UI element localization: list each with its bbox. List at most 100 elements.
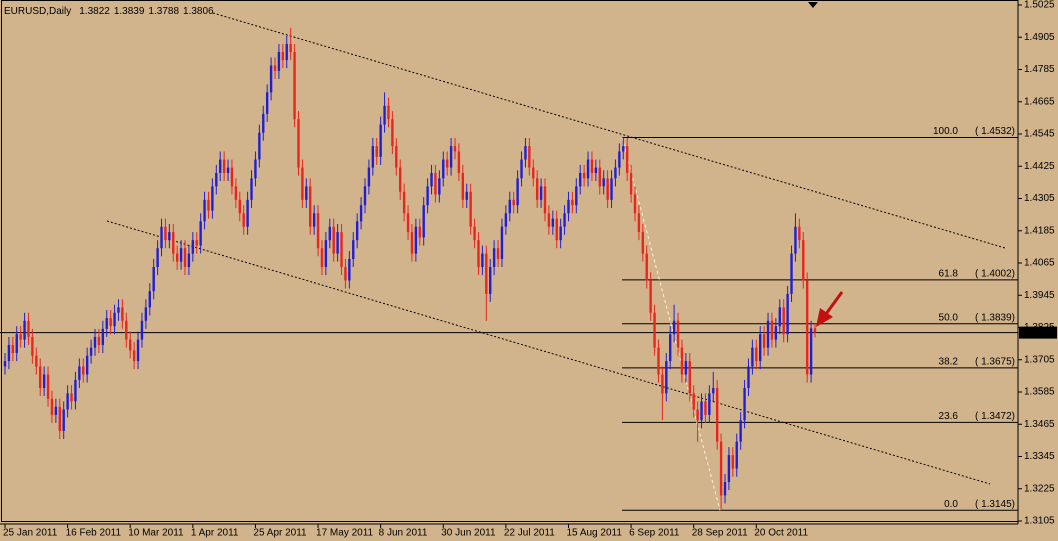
candle-body — [316, 213, 320, 249]
candle-body — [645, 253, 648, 281]
candle-body — [684, 361, 688, 375]
candle-body — [661, 374, 664, 394]
candle-body — [774, 326, 778, 340]
candle-body — [672, 320, 676, 335]
candle-body — [653, 312, 656, 348]
candle-body — [336, 232, 339, 254]
candle-body — [273, 65, 277, 71]
candle-body — [324, 240, 328, 268]
candle-body — [477, 240, 480, 268]
candle-body — [89, 347, 93, 356]
candle-body — [242, 213, 245, 227]
fib-level: 38.2 — [939, 356, 959, 367]
y-tick-label: 1.4185 — [1024, 225, 1055, 236]
candle-body — [786, 293, 789, 335]
x-tick-label: 17 May 2011 — [316, 528, 374, 539]
candle-body — [430, 172, 433, 187]
candle-body — [524, 146, 527, 160]
candle-body — [265, 92, 269, 114]
candle-body — [309, 186, 312, 227]
candle-body — [203, 199, 206, 222]
candle-body — [187, 253, 191, 268]
candle-body — [555, 218, 558, 241]
header-close: 1.3806 — [183, 6, 214, 17]
candle-body — [571, 199, 574, 206]
candle-body — [254, 159, 257, 179]
fib-price: ( 1.3145) — [975, 499, 1015, 510]
candle-body — [348, 258, 351, 281]
fib-level: 50.0 — [939, 312, 959, 323]
candle-body — [406, 213, 410, 233]
candle-body — [727, 455, 731, 483]
candle-body — [539, 186, 543, 200]
y-tick-label: 1.3465 — [1024, 419, 1055, 430]
shift-marker — [808, 2, 818, 8]
candle-body — [516, 178, 519, 206]
x-tick-label: 28 Sep 2011 — [692, 528, 748, 539]
candle-body — [500, 226, 504, 259]
candle-body — [641, 232, 645, 254]
candle-body — [520, 159, 523, 179]
candle-body — [692, 393, 695, 410]
y-tick-label: 1.4065 — [1024, 258, 1055, 269]
candle-body — [168, 232, 171, 241]
candle-body — [751, 347, 754, 367]
candle-body — [492, 248, 496, 268]
candle-body — [704, 401, 707, 415]
symbol: EURUSD,Daily — [4, 6, 71, 17]
candle-body — [175, 253, 179, 262]
candle-body — [669, 334, 672, 362]
candle-body — [97, 336, 101, 345]
y-tick-label: 1.3345 — [1024, 451, 1055, 462]
candle-body — [156, 248, 159, 268]
candle-body — [649, 280, 652, 313]
candle-body — [402, 191, 406, 214]
candle-body — [250, 178, 253, 200]
candle-body — [535, 178, 539, 200]
candle-body — [258, 132, 261, 160]
header-low: 1.3788 — [148, 6, 179, 17]
candle-body — [230, 167, 234, 187]
candle-body — [453, 146, 457, 152]
candle-body — [7, 344, 11, 362]
candle-body — [140, 320, 144, 340]
fib-price: ( 1.3472) — [975, 411, 1015, 422]
candle-body — [504, 213, 508, 227]
candle-body — [551, 218, 555, 227]
fib-price: ( 1.4002) — [975, 269, 1015, 280]
candle-body — [269, 65, 273, 93]
candle-body — [805, 280, 809, 375]
candle-body — [547, 213, 551, 227]
candle-body — [575, 186, 578, 206]
candle-body — [481, 253, 484, 268]
candle-body — [238, 199, 241, 214]
candle-body — [567, 199, 570, 214]
candle-body — [723, 482, 727, 496]
header-open: 1.3822 — [79, 6, 110, 17]
y-tick-label: 1.5025 — [1024, 0, 1055, 11]
candle-body — [610, 178, 613, 200]
candle-body — [109, 318, 112, 327]
candle-body — [211, 186, 214, 211]
candle-body — [813, 328, 817, 333]
candle-body — [70, 393, 73, 402]
x-tick-label: 1 Apr 2011 — [191, 528, 239, 539]
candle-body — [594, 167, 598, 173]
x-tick-label: 30 Jun 2011 — [441, 528, 496, 539]
candle-body — [759, 334, 762, 362]
candle-body — [78, 366, 81, 380]
candle-body — [418, 226, 421, 238]
candle-body — [219, 159, 222, 173]
candle-body — [281, 52, 285, 61]
candle-body — [426, 186, 429, 206]
candle-body — [461, 172, 465, 200]
candle-body — [344, 267, 347, 281]
y-tick-label: 1.3225 — [1024, 483, 1055, 494]
candle-body — [512, 199, 515, 206]
candle-body — [148, 291, 151, 308]
candle-body — [798, 226, 801, 241]
candle-body — [195, 240, 198, 246]
candle-body — [113, 312, 116, 327]
candle-body — [172, 232, 175, 254]
candle-body — [579, 172, 582, 187]
